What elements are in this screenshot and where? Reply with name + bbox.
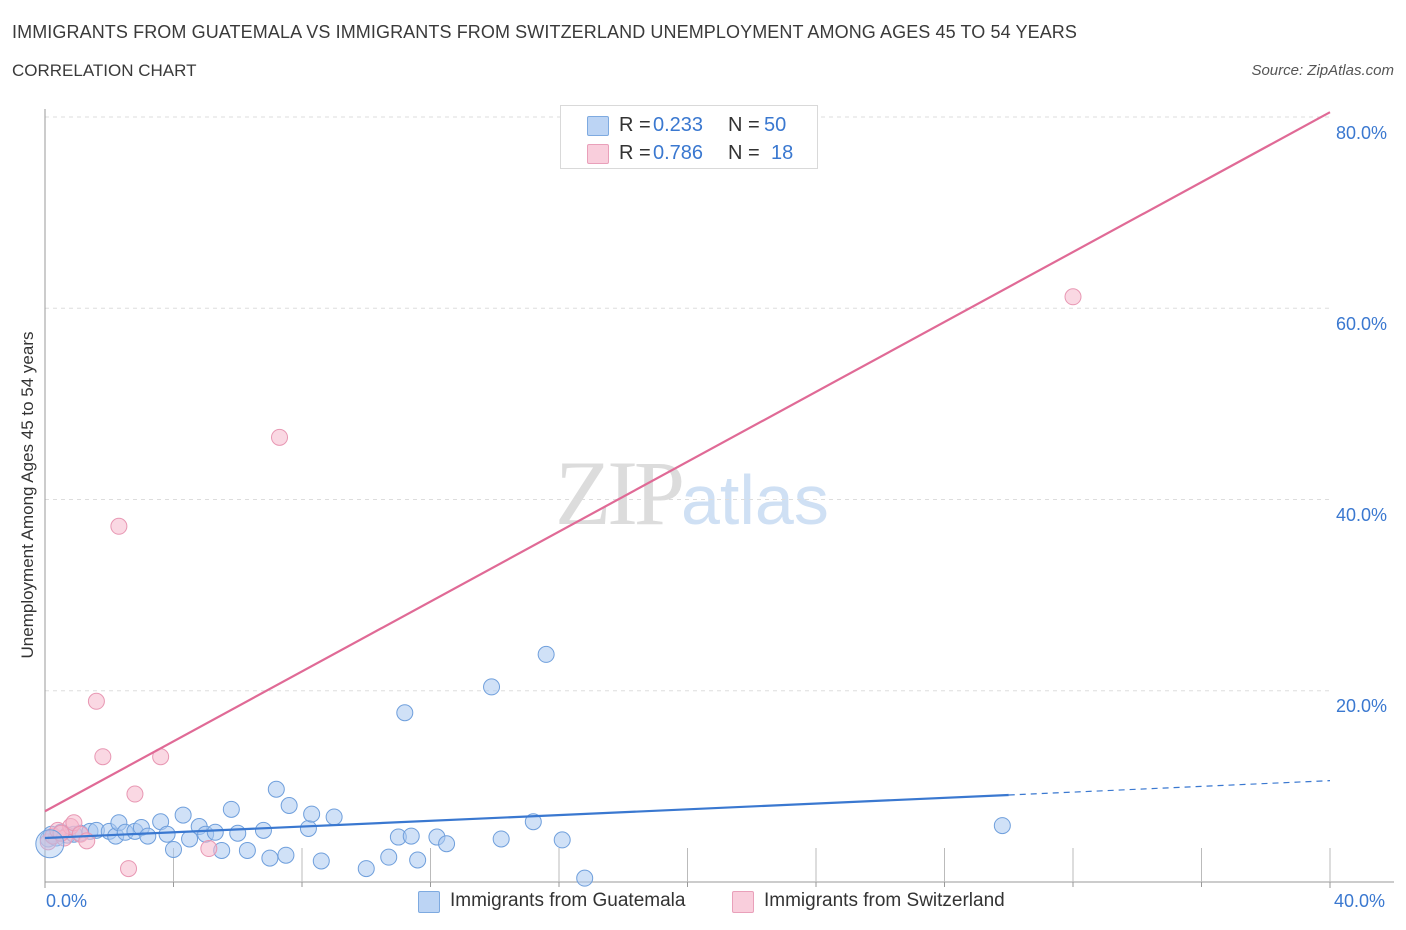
trendline-switzerland: [44, 111, 1331, 813]
legend-swatch-switzerland: [732, 891, 754, 913]
legend-label-switzerland: Immigrants from Switzerland: [764, 890, 1005, 911]
point-guatemala: [254, 821, 272, 839]
point-guatemala: [312, 852, 330, 870]
point-switzerland: [94, 748, 112, 766]
point-guatemala-cluster: [35, 829, 65, 859]
point-guatemala: [357, 860, 375, 878]
point-guatemala: [280, 797, 298, 814]
watermark-zip: ZIP: [555, 442, 685, 544]
trendline-guatemala-extension: [1008, 780, 1331, 796]
point-switzerland: [120, 860, 138, 878]
n-value: 50: [764, 114, 787, 136]
chart-title: IMMIGRANTS FROM GUATEMALA VS IMMIGRANTS …: [12, 22, 1078, 42]
point-guatemala: [402, 827, 420, 845]
point-guatemala: [238, 841, 256, 859]
r-label: R =: [619, 114, 651, 136]
point-guatemala: [409, 851, 427, 869]
point-guatemala: [993, 817, 1011, 835]
point-switzerland: [200, 840, 218, 858]
legend-swatch-guatemala: [418, 891, 440, 913]
point-guatemala: [325, 808, 343, 826]
y-tick-label-60: 60.0%: [1336, 314, 1388, 334]
point-guatemala: [299, 819, 317, 837]
point-guatemala: [165, 840, 182, 858]
switzerland-swatch: [587, 144, 609, 164]
y-tick-label-40: 40.0%: [1336, 505, 1388, 525]
r-value: 0.233: [653, 114, 704, 136]
point-guatemala: [303, 805, 321, 823]
n-label: N =: [728, 114, 760, 136]
point-guatemala: [206, 823, 224, 841]
n-label: N =: [728, 142, 760, 164]
point-switzerland: [87, 692, 105, 710]
trendline-guatemala: [44, 793, 1009, 840]
y-axis-title: Unemployment Among Ages 45 to 54 years: [18, 331, 37, 659]
point-switzerland: [1064, 288, 1082, 306]
point-guatemala: [483, 678, 501, 696]
point-guatemala: [174, 806, 192, 824]
point-guatemala: [396, 704, 414, 722]
point-guatemala: [277, 846, 295, 864]
point-guatemala: [524, 813, 542, 831]
r-value: 0.786: [653, 142, 704, 164]
x-tick-label-min: 0.0%: [46, 891, 88, 911]
point-guatemala: [229, 824, 247, 842]
n-value: 18: [771, 142, 794, 164]
y-tick-label-20: 20.0%: [1336, 696, 1388, 716]
y-tick-label-80: 80.0%: [1336, 123, 1388, 143]
source-label: Source: ZipAtlas.com: [1251, 62, 1394, 79]
watermark: ZIPatlas: [555, 440, 829, 546]
legend-label-guatemala: Immigrants from Guatemala: [450, 890, 686, 911]
point-guatemala: [537, 645, 555, 663]
point-guatemala: [380, 848, 398, 866]
stats-legend-row-guatemala: R = 0.233 N = 50: [561, 111, 817, 139]
guatemala-swatch: [587, 116, 609, 136]
r-label: R =: [619, 142, 651, 164]
point-guatemala: [492, 830, 510, 848]
watermark-atlas: atlas: [681, 461, 829, 539]
stats-legend: R = 0.233 N = 50 R = 0.786 N = 18: [560, 105, 818, 169]
point-guatemala: [222, 800, 240, 818]
stats-legend-row-switzerland: R = 0.786 N = 18: [561, 139, 817, 167]
point-guatemala: [139, 827, 157, 845]
point-guatemala: [261, 849, 279, 867]
chart-subtitle: CORRELATION CHART: [12, 61, 197, 80]
point-guatemala: [438, 835, 456, 853]
point-guatemala: [158, 825, 176, 843]
point-switzerland: [271, 428, 289, 446]
point-switzerland: [110, 517, 128, 535]
point-guatemala: [553, 831, 571, 849]
point-guatemala: [267, 780, 285, 798]
point-switzerland: [126, 785, 144, 803]
point-guatemala: [576, 869, 594, 887]
x-tick-label-max: 40.0%: [1334, 891, 1386, 911]
